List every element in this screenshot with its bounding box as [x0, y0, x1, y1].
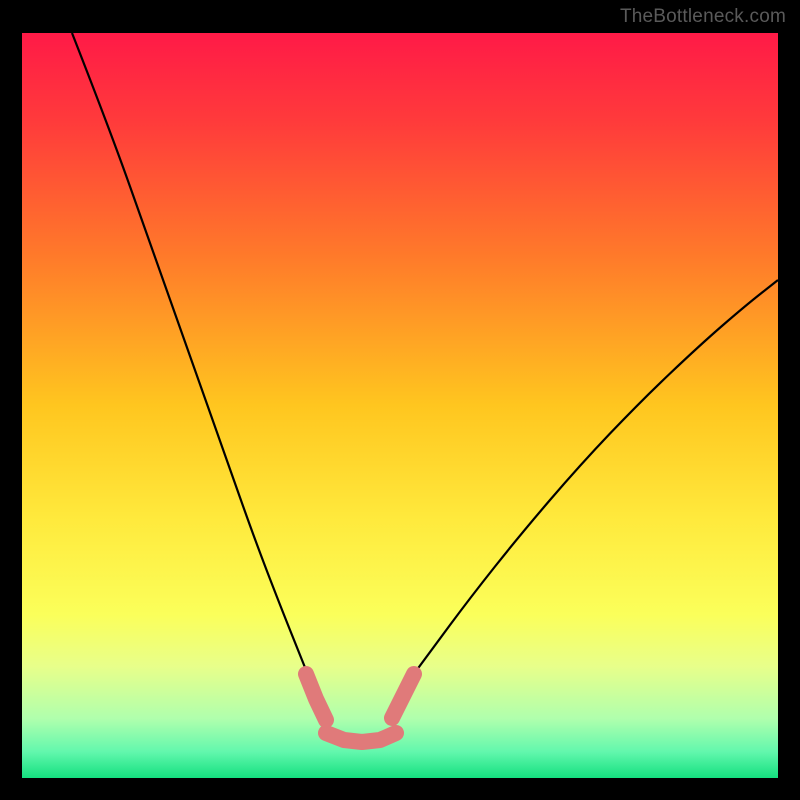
accent-bottom-segment	[326, 733, 396, 742]
bottleneck-chart	[0, 0, 800, 800]
plot-gradient-background	[22, 33, 778, 778]
watermark-text: TheBottleneck.com	[620, 6, 786, 28]
chart-canvas	[0, 0, 800, 800]
